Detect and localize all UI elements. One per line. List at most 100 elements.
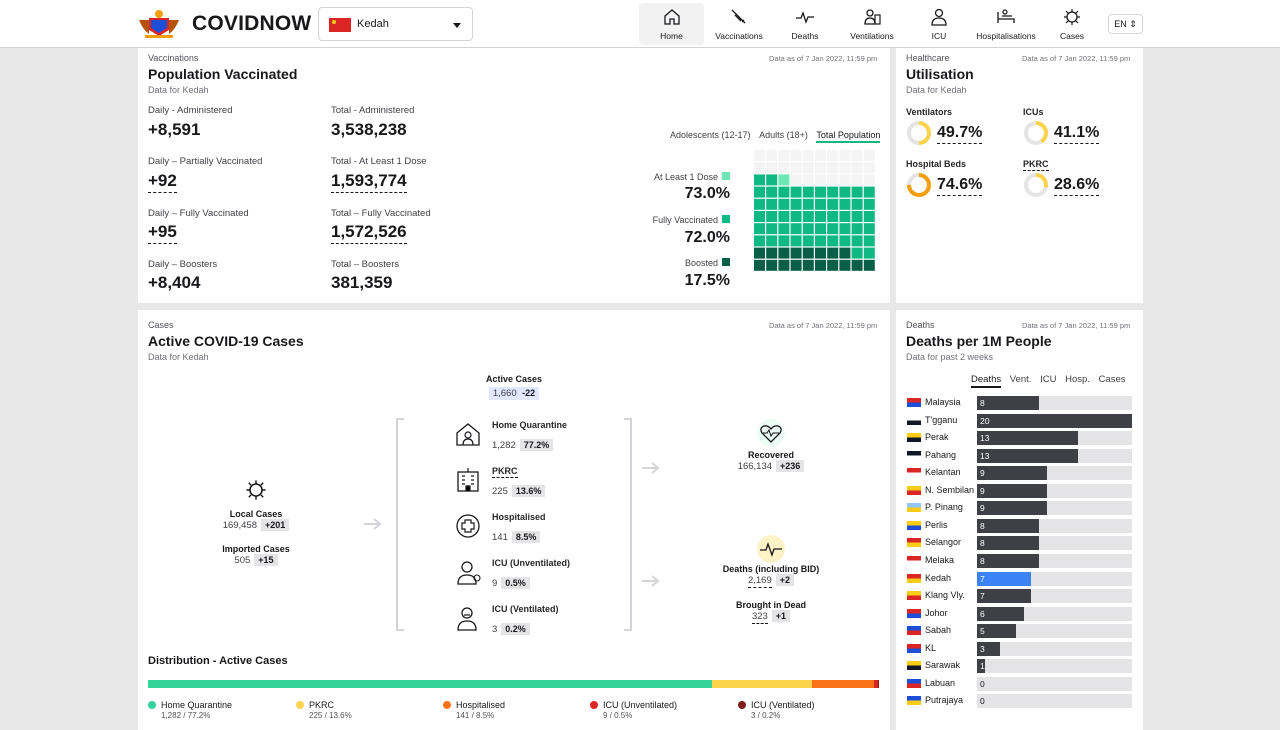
- waffle-cell: [778, 211, 790, 222]
- stat-value[interactable]: +92: [148, 171, 177, 193]
- death-bar-row[interactable]: Labuan 0: [907, 676, 1137, 691]
- death-bar-row[interactable]: Melaka 8: [907, 553, 1137, 568]
- language-selector[interactable]: EN ⇕: [1108, 14, 1143, 34]
- breakdown-value: 1,282: [492, 440, 516, 451]
- card-title: Utilisation: [906, 66, 974, 82]
- arrow-right-icon: [364, 518, 382, 530]
- stat-value[interactable]: 1,572,526: [331, 222, 407, 244]
- legend-dot: [738, 701, 746, 709]
- death-bar-row[interactable]: Sabah 5: [907, 624, 1137, 639]
- waffle-cell: [790, 223, 802, 235]
- death-bar-row[interactable]: Klang Vly. 7: [907, 589, 1137, 604]
- death-bar-row[interactable]: Selangor 8: [907, 536, 1137, 551]
- state-flag-icon: [907, 485, 921, 495]
- brand-name[interactable]: COVIDNOW: [192, 12, 312, 35]
- vaccination-card: Vaccinations Population Vaccinated Data …: [138, 48, 890, 303]
- tab-icu[interactable]: ICU: [1040, 374, 1057, 385]
- breakdown-label[interactable]: PKRC: [492, 466, 518, 478]
- death-bar-label: Johor: [925, 607, 948, 618]
- legend-dot: [590, 701, 598, 709]
- death-bar-row[interactable]: Malaysia 8: [907, 396, 1137, 410]
- tab-total-population[interactable]: Total Population: [816, 130, 881, 143]
- waffle-cell: [851, 223, 863, 235]
- death-bar: [977, 396, 1039, 410]
- tab-deaths[interactable]: Deaths: [971, 374, 1002, 388]
- nav-deaths[interactable]: Deaths: [778, 3, 832, 45]
- waffle-cell: [802, 162, 814, 174]
- death-bar-row[interactable]: Kedah 7: [907, 571, 1137, 586]
- death-bar-value: 13: [980, 433, 990, 444]
- bid-block: Brought in Dead 323 +1: [701, 600, 841, 624]
- tab-adults[interactable]: Adults (18+): [759, 130, 808, 140]
- waffle-cell: [754, 259, 765, 271]
- state-selector[interactable]: Kedah: [318, 7, 473, 41]
- waffle-cell: [839, 235, 851, 247]
- stat-label: Daily – Fully Vaccinated: [148, 208, 249, 219]
- nav-vaccinations[interactable]: Vaccinations: [708, 3, 770, 45]
- death-bar-row[interactable]: Perak 13: [907, 431, 1137, 446]
- building-icon: [457, 468, 479, 492]
- distribution-segment[interactable]: [712, 680, 812, 688]
- coat-of-arms-logo[interactable]: [137, 8, 181, 40]
- death-bar-row[interactable]: P. Pinang 9: [907, 501, 1137, 516]
- death-bar-row[interactable]: Putrajaya 0: [907, 694, 1137, 709]
- state-flag-icon: [907, 503, 921, 513]
- recovered-delta: +236: [776, 460, 805, 472]
- waffle-cell: [778, 150, 790, 161]
- nav-hospitalisations[interactable]: Hospitalisations: [972, 3, 1040, 45]
- nav-home[interactable]: Home: [639, 3, 704, 45]
- death-bar-label: P. Pinang: [925, 502, 963, 513]
- nav-label: Vaccinations: [715, 31, 763, 41]
- rate-label: Fully Vaccinated: [618, 215, 730, 225]
- util-value[interactable]: 49.7%: [937, 124, 983, 144]
- waffle-cell: [802, 223, 814, 235]
- nav-cases[interactable]: Cases: [1050, 3, 1094, 45]
- waffle-cell: [778, 259, 790, 271]
- util-label[interactable]: PKRC: [1023, 159, 1049, 171]
- waffle-cell: [790, 162, 802, 174]
- nav-ventilations[interactable]: Ventilations: [840, 3, 904, 45]
- tab-vent[interactable]: Vent.: [1009, 374, 1032, 385]
- pulse-icon: [796, 11, 814, 24]
- tab-cases[interactable]: Cases: [1098, 374, 1126, 385]
- death-bar-row[interactable]: KL 3: [907, 641, 1137, 656]
- death-bar-row[interactable]: N. Sembilan 9: [907, 483, 1137, 498]
- death-bar-row[interactable]: Kelantan 9: [907, 466, 1137, 481]
- distribution-segment[interactable]: [873, 680, 878, 688]
- distribution-segment[interactable]: [811, 680, 874, 688]
- util-value[interactable]: 41.1%: [1054, 124, 1100, 144]
- deaths-value[interactable]: 2,169: [747, 575, 772, 588]
- death-bar-row[interactable]: T'gganu 20: [907, 413, 1137, 428]
- waffle-cell: [839, 186, 851, 198]
- state-flag-icon: [907, 608, 921, 618]
- waffle-cell: [863, 150, 875, 161]
- util-value[interactable]: 28.6%: [1054, 176, 1100, 196]
- state-flag-icon: [907, 643, 921, 653]
- waffle-cell: [802, 198, 814, 210]
- death-bar-row[interactable]: Johor 6: [907, 606, 1137, 621]
- nav-icu[interactable]: ICU: [918, 3, 960, 45]
- distribution-segment[interactable]: [877, 680, 879, 688]
- waffle-cell: [851, 235, 863, 247]
- death-bar-value: 1: [980, 661, 985, 672]
- pulse-icon: [757, 535, 785, 563]
- death-bar-row[interactable]: Sarawak 1: [907, 659, 1137, 674]
- distribution-segment[interactable]: [148, 680, 713, 688]
- breakdown-pct: 77.2%: [519, 439, 554, 451]
- distribution-legend-item: Home Quarantine 1,282 / 77.2%: [148, 700, 232, 720]
- tab-hosp[interactable]: Hosp.: [1065, 374, 1090, 385]
- death-bar-row[interactable]: Pahang 13: [907, 448, 1137, 463]
- deaths-label: Deaths (including BID): [722, 564, 820, 574]
- bracket-right: [624, 418, 632, 631]
- stat-value[interactable]: +95: [148, 222, 177, 244]
- state-flag-icon: [907, 520, 921, 530]
- util-value[interactable]: 74.6%: [937, 176, 983, 196]
- tab-adolescents[interactable]: Adolescents (12-17): [670, 130, 751, 140]
- active-cases-card: Cases Active COVID-19 Cases Data for Ked…: [138, 310, 890, 730]
- waffle-cell: [863, 162, 875, 174]
- death-bar-row[interactable]: Perlis 8: [907, 518, 1137, 533]
- waffle-cell: [754, 198, 765, 210]
- bid-value[interactable]: 323: [751, 611, 768, 624]
- death-bar-label: Sarawak: [925, 660, 961, 671]
- stat-value[interactable]: 1,593,774: [331, 171, 407, 193]
